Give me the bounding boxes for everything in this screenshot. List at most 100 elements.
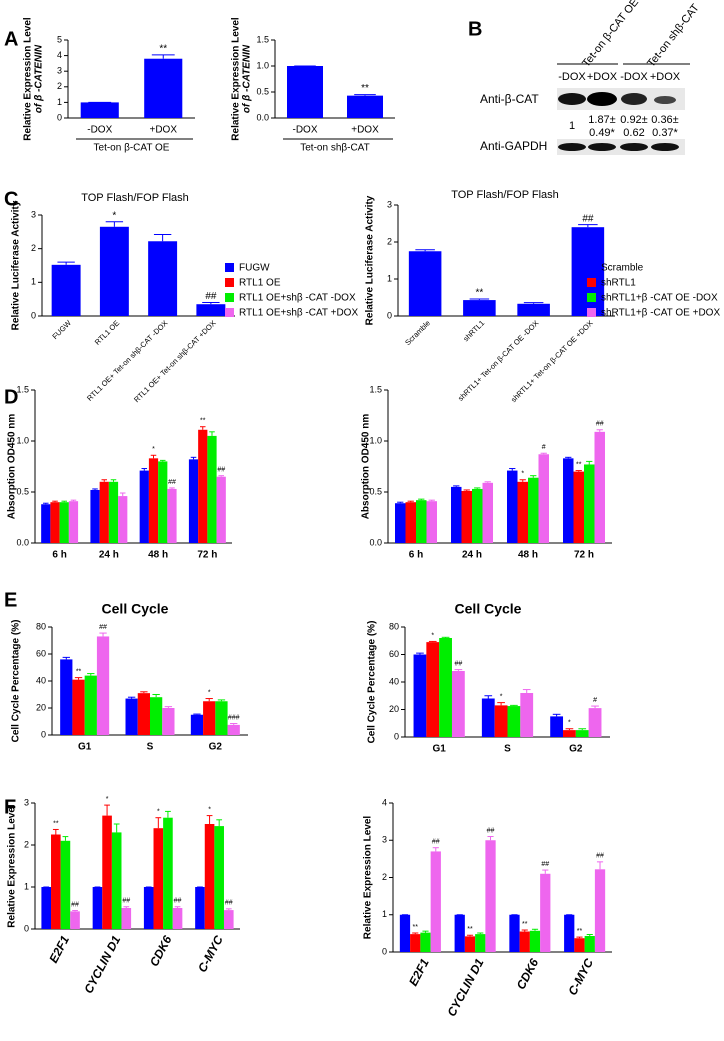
bar [287, 66, 323, 118]
bar [51, 264, 81, 316]
bar [463, 300, 496, 316]
bar [584, 464, 595, 543]
bar [426, 642, 440, 737]
bar [137, 693, 150, 735]
significance-label: ## [99, 624, 107, 631]
bar [482, 482, 493, 543]
bar [162, 708, 175, 735]
legend-label: shRTL1+β -CAT OE -DOX [601, 293, 718, 304]
bar [99, 226, 129, 316]
significance-label: ** [159, 43, 167, 54]
bar [494, 705, 508, 737]
bar [216, 476, 226, 543]
bar [195, 887, 205, 929]
panel-label: A [4, 28, 18, 50]
bar [573, 471, 584, 543]
bar [125, 698, 138, 735]
y-axis-label: Absorption OD450 nm [361, 414, 372, 520]
blot-quantification: 0.92± 0.62 [620, 114, 648, 139]
y-tick-label: 40 [389, 676, 399, 686]
bar [111, 832, 122, 929]
panel-label: F [4, 796, 16, 818]
x-tick-label: S [504, 744, 511, 755]
chart-title: Cell Cycle [455, 601, 522, 617]
bar [41, 504, 51, 543]
significance-label: * [152, 446, 155, 453]
panel-label: C [4, 188, 18, 210]
legend-label: shRTL1 [601, 278, 636, 289]
bar [528, 477, 539, 543]
x-tick-label: 24 h [462, 550, 482, 561]
bar [203, 701, 216, 735]
bar [475, 934, 486, 952]
blot-band [620, 143, 648, 151]
y-axis-label: Cell Cycle Percentage (%) [367, 621, 378, 744]
significance-label: * [568, 720, 571, 727]
y-tick-label: 3 [382, 835, 387, 845]
bar [588, 708, 602, 737]
blot-row-label: Anti-β-CAT [480, 92, 539, 106]
bar [92, 887, 103, 929]
y-tick-label: 1 [382, 909, 387, 919]
significance-label: ** [200, 418, 206, 425]
x-tick-label: CYCLIN D1 [444, 956, 486, 1019]
y-tick-label: 1.5 [16, 384, 29, 394]
legend-label: RTL1 OE+shβ -CAT +DOX [239, 308, 358, 319]
y-tick-label: 2 [387, 236, 392, 246]
bar [461, 490, 472, 543]
y-tick-label: 0.5 [16, 486, 29, 496]
y-tick-label: 1 [31, 277, 36, 287]
legend-swatch [587, 278, 596, 287]
x-tick-label: G2 [569, 744, 583, 755]
significance-label: ** [576, 461, 582, 468]
x-tick-label: G2 [209, 742, 223, 753]
x-tick-label: 24 h [99, 550, 119, 561]
significance-label: * [431, 632, 434, 639]
y-axis-label: Relative Expression Level [23, 17, 34, 141]
bar [188, 459, 199, 543]
legend-swatch [225, 263, 234, 272]
y-tick-label: 1.0 [256, 60, 269, 70]
y-axis-label: Relative Expression Level [7, 804, 18, 928]
bar [507, 706, 521, 737]
y-axis-label: Cell Cycle Percentage (%) [11, 620, 22, 743]
y-axis-label: Relative Expression Level [231, 17, 242, 141]
x-tick-label: G1 [78, 742, 92, 753]
y-axis-label: of β -CATENIN [34, 44, 45, 113]
y-tick-label: 20 [389, 704, 399, 714]
x-tick-label: 6 h [409, 550, 423, 561]
significance-label: ### [228, 714, 240, 721]
bar [99, 481, 109, 543]
significance-label: ** [577, 928, 583, 935]
bar [451, 486, 462, 543]
lane-label: +DOX [650, 71, 681, 83]
lane-label: -DOX [620, 71, 648, 83]
x-tick-label: E2F1 [46, 933, 72, 965]
bar [416, 500, 427, 543]
bar [517, 481, 528, 543]
bar [584, 935, 595, 952]
y-tick-label: 0 [31, 310, 36, 320]
significance-label: ** [53, 820, 59, 827]
lane-label: +DOX [587, 71, 618, 83]
x-tick-label: RTL1 OE [93, 318, 121, 346]
blot-band [558, 143, 586, 151]
y-tick-label: 0 [387, 310, 392, 320]
x-tick-label: shRTL1 [461, 318, 486, 343]
y-tick-label: 20 [36, 702, 46, 712]
y-tick-label: 0 [57, 112, 62, 122]
significance-label: * [500, 693, 503, 700]
bar [408, 251, 442, 316]
legend-swatch [225, 293, 234, 302]
bar [167, 488, 177, 543]
significance-label: ** [76, 668, 82, 675]
significance-label: ## [217, 467, 225, 474]
significance-label: * [208, 806, 211, 813]
y-tick-label: 4 [57, 50, 62, 60]
x-tick-label: 48 h [148, 550, 168, 561]
lane-label: -DOX [558, 71, 586, 83]
y-tick-label: 4 [382, 797, 387, 807]
significance-label: ** [361, 83, 369, 94]
